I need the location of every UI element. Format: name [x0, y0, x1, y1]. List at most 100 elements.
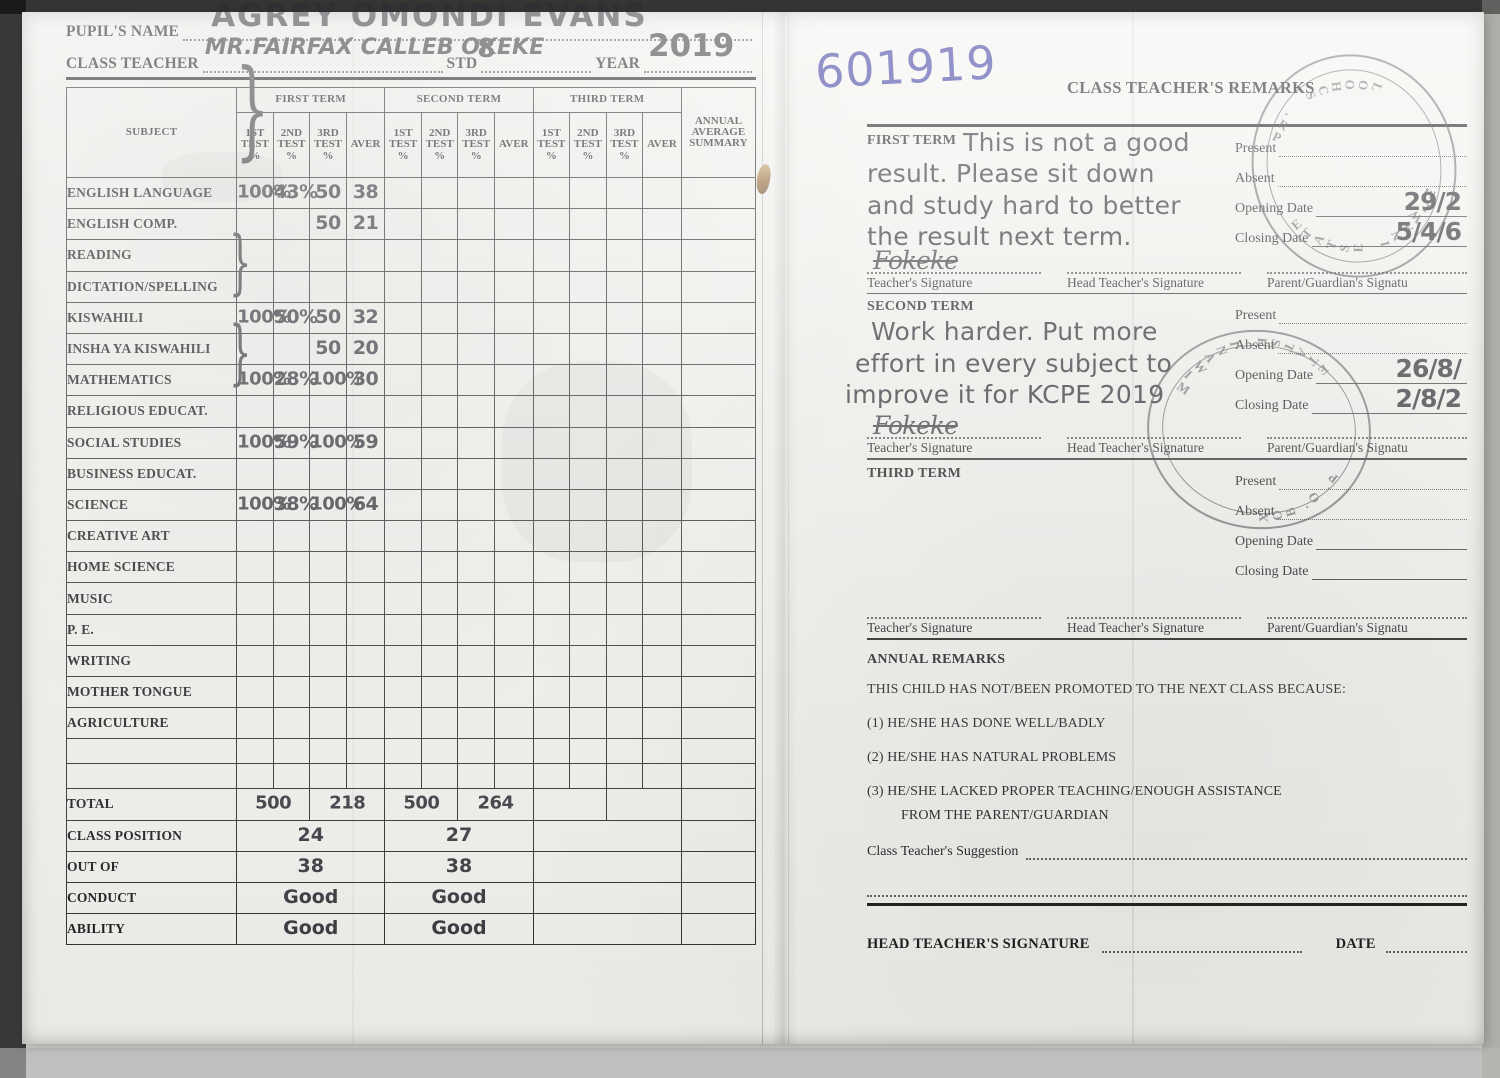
mark-cell[interactable]	[642, 364, 682, 397]
mark-cell[interactable]	[236, 395, 274, 428]
mark-cell[interactable]	[384, 270, 422, 303]
summary-value-cell[interactable]: 38	[384, 850, 534, 883]
mark-cell[interactable]	[493, 551, 534, 584]
suggestion-field-line-2[interactable]	[867, 878, 1467, 898]
mark-cell[interactable]	[642, 426, 682, 459]
mark-cell[interactable]	[493, 332, 534, 366]
mark-cell[interactable]	[345, 395, 386, 428]
mark-cell[interactable]	[605, 675, 644, 709]
mark-cell[interactable]	[236, 457, 274, 490]
mark-cell[interactable]	[493, 395, 534, 428]
mark-cell[interactable]	[642, 395, 682, 428]
mark-cell[interactable]	[605, 426, 644, 459]
mark-cell[interactable]	[236, 270, 274, 303]
mark-cell[interactable]	[420, 675, 459, 709]
mark-cell[interactable]	[345, 239, 386, 272]
mark-cell[interactable]	[420, 551, 459, 584]
summary-value-cell[interactable]: 218	[309, 788, 386, 821]
mark-cell[interactable]	[384, 644, 422, 678]
mark-cell[interactable]	[236, 675, 274, 709]
mark-cell[interactable]	[384, 707, 422, 740]
mark-cell[interactable]	[569, 613, 607, 646]
pupil-name-field[interactable]: AGREY OMONDI EVANS	[183, 0, 752, 41]
mark-cell[interactable]	[605, 457, 644, 490]
mark-cell[interactable]	[272, 239, 311, 272]
mark-cell[interactable]	[384, 176, 422, 210]
third-term-present-field[interactable]	[1279, 474, 1467, 490]
mark-cell[interactable]	[642, 208, 682, 241]
date-field[interactable]	[1385, 936, 1467, 953]
mark-cell[interactable]	[309, 270, 347, 303]
second-term-opening-field[interactable]: 26/8/	[1316, 354, 1467, 385]
mark-cell[interactable]	[532, 520, 571, 553]
mark-cell[interactable]	[493, 644, 534, 678]
mark-cell[interactable]	[345, 707, 386, 740]
mark-cell[interactable]	[532, 582, 571, 615]
summary-value-cell[interactable]	[532, 819, 682, 852]
mark-cell[interactable]: 100%	[309, 488, 364, 522]
mark-cell[interactable]	[642, 270, 682, 303]
mark-cell[interactable]	[420, 613, 459, 646]
mark-cell[interactable]	[420, 239, 459, 272]
summary-value-cell[interactable]: Good	[236, 913, 386, 946]
mark-cell[interactable]	[569, 332, 607, 366]
summary-value-cell[interactable]: 264	[457, 788, 534, 821]
second-term-teacher-sig[interactable]: Fokeke Teacher's Signature	[867, 411, 1067, 456]
summary-value-cell[interactable]	[532, 881, 682, 915]
annual-summary-cell[interactable]	[680, 208, 757, 241]
first-term-parent-sig[interactable]: Parent/Guardian's Signatu	[1267, 256, 1467, 291]
mark-cell[interactable]	[236, 613, 274, 646]
mark-cell[interactable]	[384, 301, 422, 334]
mark-cell[interactable]	[457, 426, 495, 459]
annual-summary-cell[interactable]	[680, 457, 757, 490]
third-term-closing-field[interactable]	[1311, 564, 1467, 580]
mark-cell[interactable]	[457, 395, 495, 428]
annual-summary-cell[interactable]	[680, 707, 757, 740]
mark-cell[interactable]	[272, 457, 311, 490]
mark-cell[interactable]	[532, 426, 571, 459]
mark-cell[interactable]	[493, 582, 534, 615]
mark-cell[interactable]	[457, 208, 495, 241]
mark-cell[interactable]: 100%	[236, 176, 291, 210]
mark-cell[interactable]	[569, 675, 607, 709]
mark-cell[interactable]: 64	[345, 488, 386, 522]
mark-cell[interactable]	[569, 551, 607, 584]
mark-cell[interactable]	[236, 582, 274, 615]
mark-cell[interactable]	[605, 270, 644, 303]
mark-cell[interactable]	[532, 675, 571, 709]
mark-cell[interactable]	[493, 301, 534, 334]
mark-cell[interactable]	[420, 457, 459, 490]
mark-cell[interactable]	[493, 457, 534, 490]
second-term-absent-field[interactable]	[1277, 338, 1467, 355]
mark-cell[interactable]	[384, 488, 422, 522]
mark-cell[interactable]	[605, 488, 644, 522]
summary-value-cell[interactable]	[532, 850, 682, 883]
annual-summary-cell[interactable]	[680, 395, 757, 428]
first-term-closing-field[interactable]: 5/4/6	[1311, 217, 1467, 247]
mark-cell[interactable]	[457, 270, 495, 303]
suggestion-field[interactable]	[1026, 842, 1467, 861]
mark-cell[interactable]	[605, 644, 644, 678]
mark-cell[interactable]	[384, 675, 422, 709]
mark-cell[interactable]	[605, 364, 644, 397]
summary-annual-cell[interactable]	[680, 788, 757, 821]
first-term-opening-field[interactable]: 29/2	[1316, 187, 1467, 217]
annual-summary-cell[interactable]	[680, 644, 757, 678]
mark-cell[interactable]	[642, 176, 682, 210]
annual-summary-cell[interactable]	[680, 488, 757, 522]
second-term-head-sig[interactable]: Head Teacher's Signature	[1067, 421, 1267, 456]
mark-cell[interactable]	[272, 395, 311, 428]
mark-cell[interactable]	[420, 395, 459, 428]
mark-cell[interactable]	[569, 488, 607, 522]
mark-cell[interactable]	[569, 457, 607, 490]
mark-cell[interactable]: 50	[309, 301, 347, 334]
mark-cell[interactable]: 28%	[272, 364, 318, 397]
mark-cell[interactable]	[493, 364, 534, 397]
mark-cell[interactable]	[532, 176, 571, 210]
mark-cell[interactable]	[532, 332, 571, 366]
mark-cell[interactable]	[532, 239, 571, 272]
summary-value-cell[interactable]: 500	[236, 788, 311, 821]
third-term-parent-sig[interactable]: Parent/Guardian's Signatu	[1267, 601, 1467, 636]
mark-cell[interactable]	[569, 707, 607, 740]
mark-cell[interactable]	[532, 395, 571, 428]
